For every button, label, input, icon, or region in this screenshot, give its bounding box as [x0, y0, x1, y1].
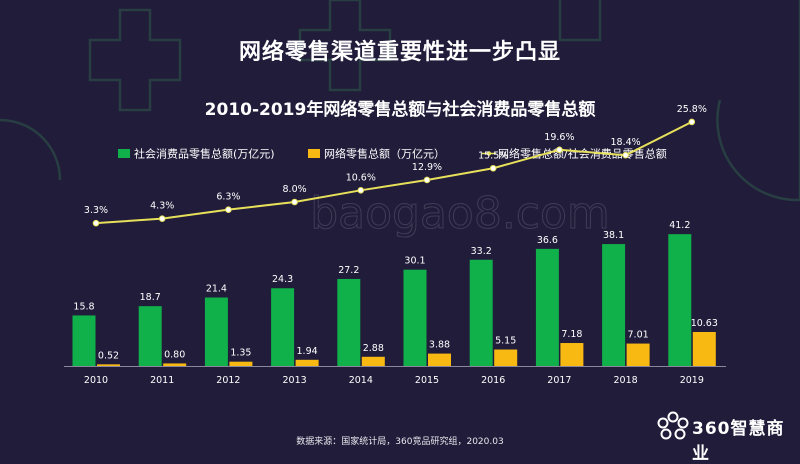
bar-online-total-2014	[361, 356, 385, 366]
brand-flower-icon	[657, 411, 689, 440]
bar-retail-total-2015	[403, 269, 427, 366]
watermark: baogao8.com	[310, 188, 611, 240]
bar-label-online-total-2019: 10.63	[691, 318, 718, 329]
bar-label-retail-total-2015: 30.1	[404, 256, 425, 267]
x-tick-label-2018: 2018	[614, 375, 638, 386]
bar-label-retail-total-2011: 18.7	[140, 292, 161, 303]
bar-label-online-total-2012: 1.35	[230, 348, 251, 359]
legend-item-retail-total: 社会消费品零售总额(万亿元)	[118, 147, 275, 161]
bar-label-retail-total-2017: 36.6	[537, 235, 558, 246]
ratio-point-2019	[688, 118, 696, 126]
bar-label-online-total-2014: 2.88	[363, 343, 384, 354]
ratio-point-2011	[158, 215, 166, 222]
bar-label-online-total-2018: 7.01	[628, 330, 649, 341]
bar-label-online-total-2010: 0.52	[98, 350, 119, 361]
source-note: 数据来源：国家统计局，360竞品研究组，2020.03	[296, 437, 504, 447]
bar-online-total-2017	[560, 343, 584, 366]
legend-marker	[486, 151, 492, 156]
ratio-label-2017: 19.6%	[544, 132, 574, 143]
legend-label: 网络零售总额/社会消费品零售总额	[498, 147, 667, 161]
watermark-text: baogao8.com	[310, 188, 610, 239]
bar-online-total-2018	[626, 343, 650, 366]
ratio-point-2017	[556, 146, 563, 154]
bar-label-online-total-2017: 7.18	[561, 329, 582, 340]
x-tick-label-2017: 2017	[547, 375, 571, 386]
legend: 社会消费品零售总额(万亿元) 网络零售总额（万亿元） 网络零售总额/社会消费品零售总…	[118, 147, 667, 161]
bar-label-online-total-2013: 1.94	[297, 346, 318, 357]
legend-label: 社会消费品零售总额(万亿元)	[134, 147, 275, 161]
x-tick-label-2016: 2016	[481, 375, 505, 386]
bar-label-online-total-2016: 5.15	[495, 336, 516, 347]
brand-logo: 360智慧商业	[656, 410, 796, 464]
bar-label-online-total-2011: 0.80	[164, 349, 185, 360]
bar-retail-total-2011	[138, 306, 162, 366]
chart-title: 2010-2019年网络零售总额与社会消费品零售总额	[204, 100, 596, 120]
bar-online-total-2013	[295, 359, 319, 366]
bar-series: 15.8 0.52 18.7 0.80 21.4 1.35 24.3 1.94 27.2 2.88…	[72, 220, 718, 366]
bar-online-total-2011	[163, 363, 187, 366]
ratio-label-2018: 18.4%	[611, 137, 641, 148]
bar-retail-total-2013	[271, 288, 295, 366]
ratio-point-2013	[291, 198, 298, 206]
ratio-line-series: 3.3% 4.3% 6.3% 8.0% 10.6% 12.9% 15.5% 19.6% 18.4…	[84, 104, 707, 227]
bar-online-total-2019	[692, 331, 716, 366]
x-tick-label-2019: 2019	[680, 375, 704, 386]
legend-label: 网络零售总额（万亿元）	[324, 147, 445, 161]
x-tick-label-2014: 2014	[349, 375, 373, 386]
bar-retail-total-2014	[337, 278, 361, 366]
bar-retail-total-2018	[602, 244, 626, 366]
ratio-point-2014	[357, 187, 365, 194]
bar-label-retail-total-2018: 38.1	[603, 230, 624, 241]
ratio-line	[95, 121, 693, 225]
x-tick-label-2012: 2012	[216, 375, 240, 386]
legend-swatch	[118, 149, 130, 158]
ratio-point-2012	[225, 206, 232, 213]
bar-online-total-2016	[494, 349, 518, 366]
ratio-label-2012: 6.3%	[216, 192, 240, 203]
ratio-label-2015: 12.9%	[412, 162, 442, 173]
legend-swatch	[308, 149, 320, 158]
x-tick-label-2015: 2015	[415, 375, 439, 386]
bar-retail-total-2016	[469, 259, 493, 366]
brand-name: 360智慧商业	[692, 419, 785, 464]
bar-label-retail-total-2013: 24.3	[272, 274, 293, 285]
bar-online-total-2015	[428, 353, 451, 366]
chart-area: 社会消费品零售总额(万亿元) 网络零售总额（万亿元） 网络零售总额/社会消费品零售总…	[64, 104, 726, 386]
bar-label-retail-total-2019: 41.2	[669, 220, 690, 231]
bar-label-online-total-2015: 3.88	[429, 340, 450, 351]
bar-online-total-2010	[97, 364, 120, 366]
bar-label-retail-total-2010: 15.8	[73, 301, 94, 312]
background-decoration	[0, 0, 800, 202]
x-axis: 2010 2011 2012 2013 2014 2015 2016 2017 2018 2019	[64, 366, 726, 386]
bar-label-retail-total-2014: 27.2	[338, 265, 359, 276]
bar-label-retail-total-2012: 21.4	[206, 284, 227, 295]
ratio-point-2010	[92, 219, 100, 227]
bar-online-total-2012	[229, 361, 253, 366]
bar-retail-total-2019	[668, 234, 692, 366]
x-tick-label-2013: 2013	[283, 375, 307, 386]
ratio-label-2014: 10.6%	[346, 172, 376, 183]
bar-retail-total-2012	[204, 297, 228, 366]
legend-item-online-total: 网络零售总额（万亿元）	[308, 147, 445, 161]
ratio-point-2015	[423, 176, 431, 184]
ratio-point-2016	[489, 164, 497, 172]
ratio-label-2010: 3.3%	[84, 205, 108, 216]
bar-label-retail-total-2016: 33.2	[471, 246, 492, 257]
ratio-label-2011: 4.3%	[150, 201, 174, 212]
ratio-point-2018	[622, 151, 629, 159]
bar-retail-total-2017	[535, 248, 559, 366]
page-title: 网络零售渠道重要性进一步凸显	[238, 40, 561, 65]
bar-retail-total-2010	[72, 315, 96, 366]
ratio-label-2019: 25.8%	[677, 104, 707, 115]
x-tick-label-2011: 2011	[150, 375, 174, 386]
ratio-label-2013: 8.0%	[283, 184, 307, 195]
x-tick-label-2010: 2010	[84, 375, 108, 386]
ratio-label-2016: 15.5%	[478, 150, 508, 161]
